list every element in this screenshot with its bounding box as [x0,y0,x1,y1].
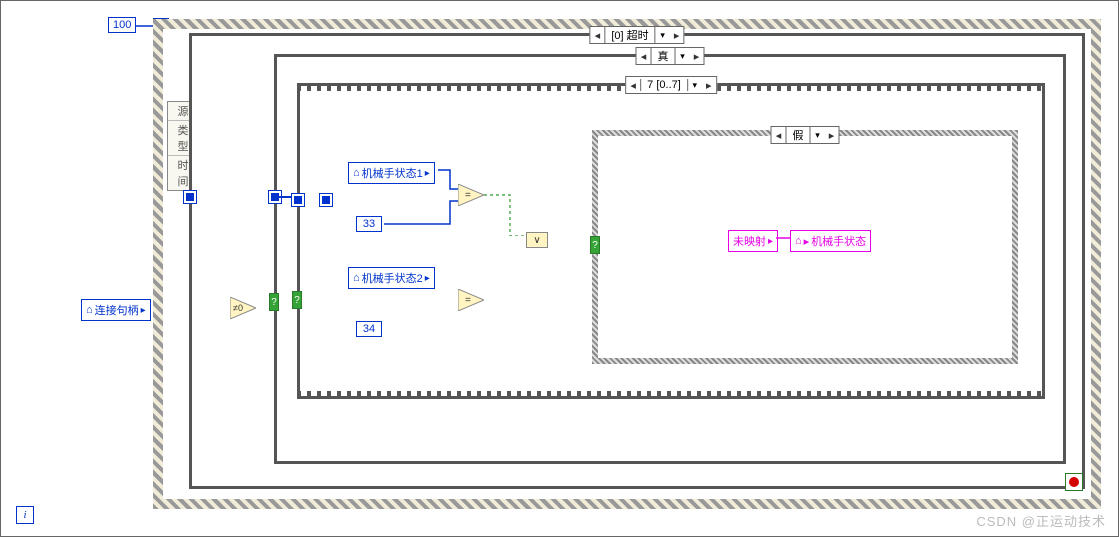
case-selector-terminal: ? [269,293,279,311]
numeric-constant-33[interactable]: 33 [356,216,382,232]
loop-iteration-terminal: i [16,506,34,524]
while-loop: 源 类型 时间 ◂ [0] 超时 ▾ ▸ ◂ 真 ▾ ▸ [153,19,1101,509]
case-outer-selector[interactable]: ◂ 真 ▾ ▸ [636,47,705,65]
selector-next-icon[interactable]: ▸ [825,129,839,142]
svg-text:≠0: ≠0 [233,303,243,313]
selector-next-icon[interactable]: ▸ [670,29,684,42]
event-selector-label: [0] 超时 [604,27,655,43]
watermark: CSDN @正运动技术 [976,511,1106,530]
stacked-sequence: ◂ 7 [0..7] ▾ ▸ 机械手状态1 机械手状态2 33 34 [297,83,1045,399]
selector-dropdown-icon[interactable]: ▾ [676,51,690,62]
selector-dropdown-icon[interactable]: ▾ [656,30,670,41]
event-selector[interactable]: ◂ [0] 超时 ▾ ▸ [589,26,684,44]
enum-constant-unmapped[interactable]: 未映射 [728,230,778,252]
case-selector-terminal: ? [292,291,302,309]
case-inner-label: 假 [786,127,811,143]
case-inner-selector[interactable]: ◂ 假 ▾ ▸ [771,126,840,144]
tunnel-data [320,194,332,206]
tunnel-data [292,194,304,206]
loop-period-constant[interactable]: 100 [108,17,136,33]
selector-prev-icon[interactable]: ◂ [626,79,640,92]
not-equal-zero-node: ≠0 [230,297,256,319]
local-var-robot-state2[interactable]: 机械手状态2 [348,267,435,289]
case-structure-outer: ◂ 真 ▾ ▸ ◂ 7 [0..7] ▾ ▸ [274,54,1066,464]
tunnel-data [269,191,281,203]
block-diagram-canvas: 100 ⧗ 源 类型 时间 ◂ [0] 超时 ▾ ▸ ◂ 真 ▾ ▸ [0,0,1119,537]
selector-prev-icon[interactable]: ◂ [637,50,651,63]
event-structure: ◂ [0] 超时 ▾ ▸ ◂ 真 ▾ ▸ ◂ 7 [0..7] [189,33,1085,489]
numeric-constant-34[interactable]: 34 [356,321,382,337]
svg-text:=: = [465,190,471,201]
local-var-robot-state1[interactable]: 机械手状态1 [348,162,435,184]
svg-text:=: = [465,295,471,306]
case-selector-terminal: ? [590,236,600,254]
selector-dropdown-icon[interactable]: ▾ [811,130,825,141]
or-glyph: ∨ [533,235,540,246]
local-var-robot-state-out[interactable]: ▸机械手状态 [790,230,871,252]
case-outer-label: 真 [651,48,676,64]
wires [300,86,600,236]
case-structure-inner: ◂ 假 ▾ ▸ 未映射 ▸机械手状态 ? [592,130,1018,364]
wires [598,136,898,286]
selector-next-icon[interactable]: ▸ [690,50,704,63]
equal-node: = [458,289,484,311]
selector-prev-icon[interactable]: ◂ [772,129,786,142]
equal-node: = [458,184,484,206]
selector-prev-icon[interactable]: ◂ [590,29,604,42]
or-node: ∨ [526,232,548,248]
selector-dropdown-icon[interactable]: ▾ [688,80,702,91]
local-var-conn-handle[interactable]: 连接句柄 [81,299,151,321]
loop-stop-terminal[interactable] [1065,473,1083,491]
selector-next-icon[interactable]: ▸ [702,79,716,92]
tunnel-data [184,191,196,203]
sequence-label: 7 [0..7] [640,79,688,91]
sequence-selector[interactable]: ◂ 7 [0..7] ▾ ▸ [625,76,717,94]
